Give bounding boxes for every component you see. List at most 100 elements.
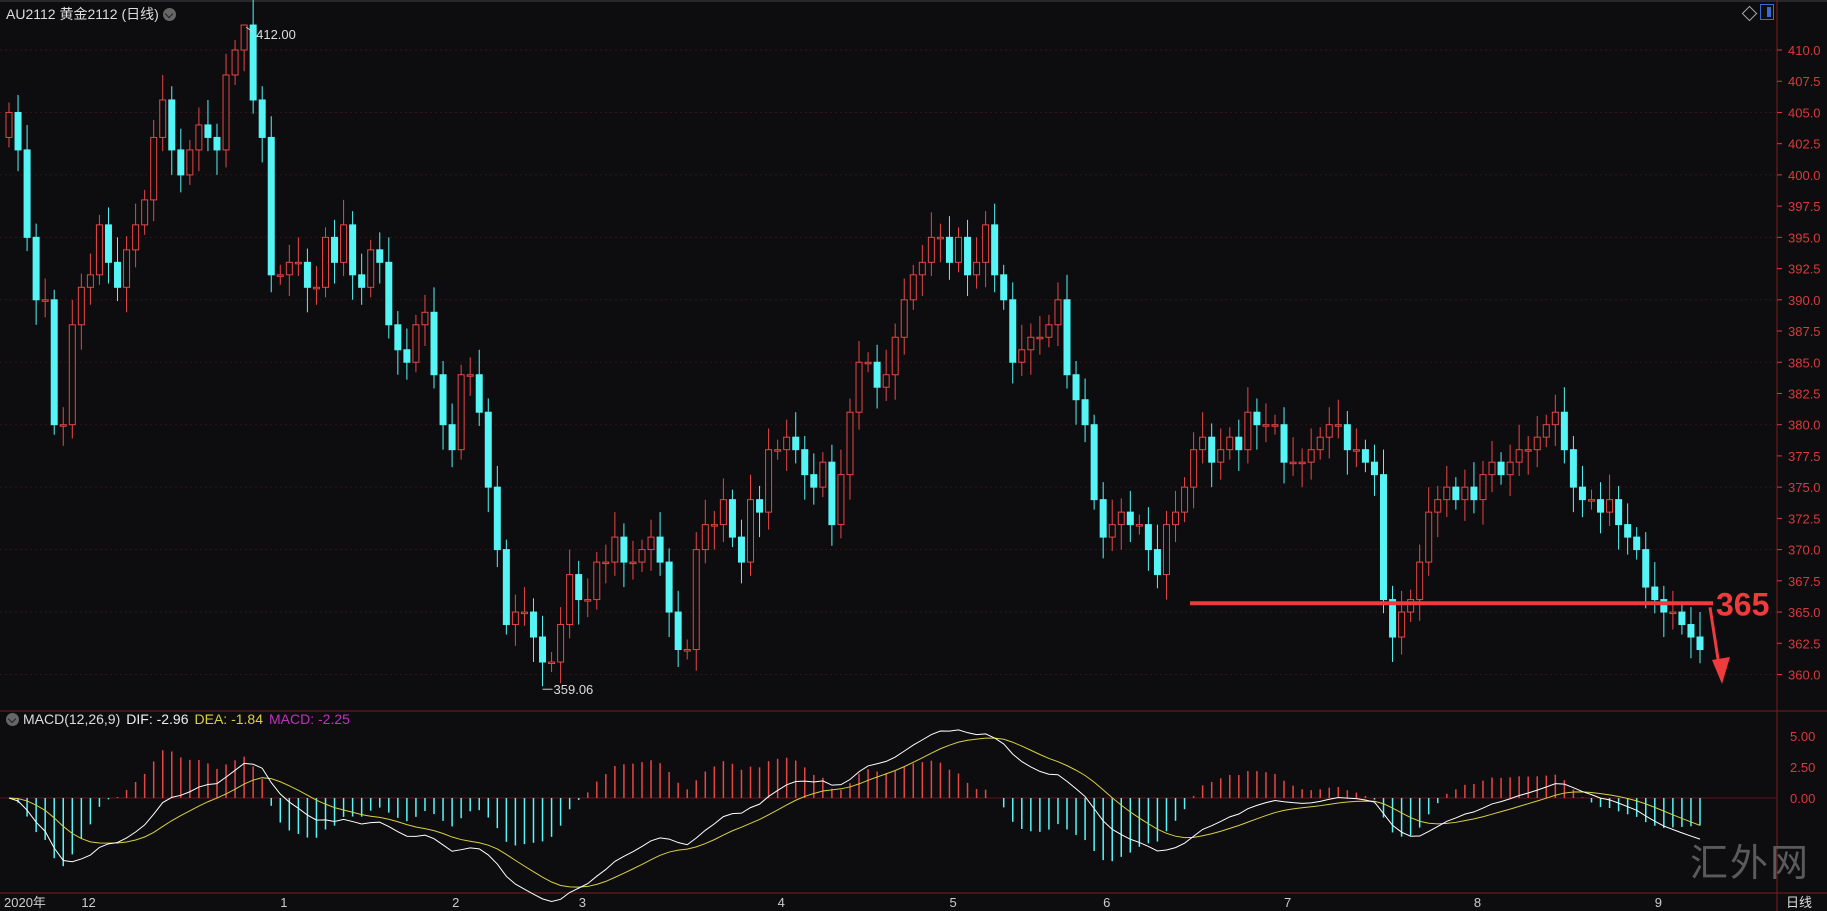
candle-up [846,411,854,476]
candle-up [1533,436,1541,451]
candle-down [656,536,664,563]
x-tick-label: 1 [280,895,287,910]
candle-up [1045,324,1053,338]
candle-up [132,224,140,251]
y-tick-label: 410.0 [1788,43,1821,58]
candle-down [14,111,22,151]
candle-up [891,336,899,376]
candle-down [267,136,275,276]
candle-down [1126,511,1134,526]
macd-dropdown-icon[interactable] [6,713,19,726]
x-tick-label: 2020年 [4,895,46,910]
candle-up [954,236,962,263]
x-tick-label: 4 [778,895,785,910]
candle-down [1000,274,1008,301]
candle-down [258,99,266,138]
candle-up [1117,511,1125,526]
candle-down [1072,374,1080,401]
candle-down [810,474,818,488]
candle-down [448,424,456,451]
candle-up [701,524,709,551]
candle-down [1343,424,1351,451]
candle-up [285,261,293,276]
candle-up [1217,449,1225,463]
candle-up [1443,486,1451,501]
y-tick-label: 365.0 [1788,605,1821,620]
candle-down [1624,524,1632,538]
candle-up [982,224,990,263]
candle-up [548,661,556,665]
candle-up [159,99,167,138]
candle-up [638,549,646,563]
candle-down [1470,486,1478,501]
candle-up [321,236,329,288]
panel-toggle-icon[interactable] [1760,4,1774,20]
x-tick-label: 3 [579,895,586,910]
candle-up [747,499,755,563]
dropdown-icon[interactable] [162,8,176,21]
y-tick-label: 375.0 [1788,480,1821,495]
candle-up [900,299,908,338]
candle-down [385,261,393,326]
candle-up [59,424,67,427]
candle-up [683,649,691,652]
period-label: 日线 [1786,895,1812,910]
candle-down [1696,636,1704,651]
candle-up [86,274,94,288]
candle-up [1479,474,1487,501]
candle-up [837,474,845,526]
y-tick-label: 407.5 [1788,74,1821,89]
candle-up [783,436,791,451]
candle-down [1253,411,1261,426]
candle-up [1524,449,1532,452]
candle-up [1271,424,1279,427]
candle-up [1199,436,1207,451]
y-tick-label: 367.5 [1788,574,1821,589]
candle-up [1425,511,1433,563]
candle-down [1615,499,1623,526]
candle-up [1018,349,1026,363]
macd-value: MACD: -2.25 [269,711,350,727]
candle-up [1181,486,1189,513]
candle-down [1063,299,1071,376]
y-tick-label: 360.0 [1788,668,1821,683]
dea-value: DEA: -1.84 [194,711,263,727]
macd-tick-label: 0.00 [1790,791,1815,806]
candle-up [1669,611,1677,615]
candle-down [1153,549,1161,576]
candle-up [240,24,248,51]
y-tick-label: 402.5 [1788,137,1821,152]
candle-down [1597,499,1605,513]
candle-down [50,299,58,426]
candle-up [1334,424,1342,427]
candle-down [1090,424,1098,501]
y-tick-label: 395.0 [1788,230,1821,245]
candle-down [349,224,357,276]
candle-up [864,361,872,365]
candle-up [647,536,655,551]
candle-up [909,274,917,301]
y-tick-label: 385.0 [1788,355,1821,370]
candle-up [141,199,149,226]
candle-down [1208,436,1216,463]
y-tick-label: 370.0 [1788,543,1821,558]
candle-down [801,449,809,476]
candle-down [1361,449,1369,463]
candle-down [484,411,492,488]
candle-up [276,274,284,277]
candle-up [150,136,158,201]
candle-up [1606,499,1614,513]
down-arrow-head [1712,657,1730,684]
candle-up [123,249,131,288]
candle-down [620,536,628,563]
candle-up [584,599,592,602]
candle-down [1452,486,1460,501]
candle-down [1687,624,1695,638]
candle-down [1280,424,1288,463]
candle-down [493,486,501,551]
candle-up [629,561,637,565]
candle-up [855,361,863,413]
candle-down [23,149,31,238]
x-tick-label: 7 [1284,895,1291,910]
